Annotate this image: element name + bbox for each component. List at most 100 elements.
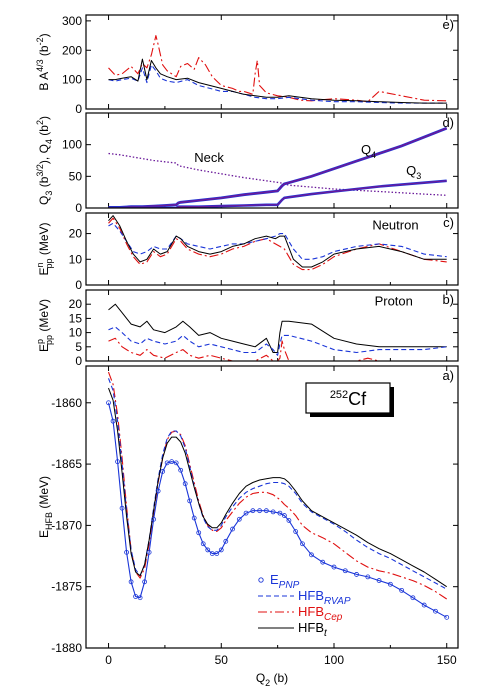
series-line-t [108,215,447,268]
y-axis-label: Enpp (MeV) [35,222,54,275]
y-axis-label: B A4/3 (b-2) [35,33,51,90]
x-axis: Q2 (b) [256,671,288,688]
series-line-rvap [108,222,447,260]
annotation: Q4 [361,142,376,160]
pnp-point [200,541,206,547]
series-line-cep [108,35,447,103]
pnp-point [209,551,215,556]
pnp-point [342,568,348,574]
series-line-rvap [108,64,447,104]
pnp-point [331,564,337,570]
pnp-point [354,572,359,577]
legend-label: HFBt [298,620,328,639]
series-line-q4 [108,127,447,208]
pnp-point [263,508,269,514]
pnp-point [230,526,235,532]
series-group [108,126,448,208]
series-line-q4-under [108,126,448,208]
panel-label: b) [442,292,454,307]
pnp-point [309,552,314,558]
series-group [108,215,447,271]
y-axis-label: Eppp (MeV) [35,299,54,352]
series-line-cep [108,217,447,271]
panel-label: d) [442,115,454,130]
series-line-t [108,58,447,104]
series-line-rvap [108,326,447,356]
pnp-point [300,541,305,547]
y-tick-label: 20 [69,297,83,311]
pnp-point [286,518,292,523]
pnp-point [421,602,427,608]
pnp-point [164,460,170,466]
pnp-point [133,594,139,599]
pnp-point [320,559,326,565]
panel-label: c) [443,215,454,230]
pnp-point [433,608,438,614]
legend-label: HFBCep [298,604,343,623]
x-tick-label: 100 [324,653,344,667]
panel-c: 0 10 20 c) Neutron Enpp (MeV) [35,212,459,292]
annotation: Neutron [372,218,418,233]
pnp-point [444,614,450,620]
series-group [108,35,447,104]
x-tick-label: 150 [437,653,457,667]
pnp-point [277,510,283,516]
pnp-point [281,513,287,518]
annotation: Neck [194,150,224,165]
pnp-point [387,581,393,587]
y-tick-label: 15 [69,311,83,325]
pnp-point [178,467,184,473]
series-group [106,371,450,620]
pnp-point [160,469,166,474]
series-line-pnp [107,402,447,618]
pnp-point [214,551,220,556]
annotation: Proton [375,294,413,309]
pnp-point [124,549,129,555]
y-tick-label: -1865 [51,457,82,471]
pnp-point [218,547,224,553]
y-tick-label: 100 [62,73,82,87]
series-line-q3 [108,180,447,208]
pnp-point [365,574,371,580]
x-tick-label: 0 [105,653,112,667]
series-line-neck [108,152,447,196]
pnp-point [119,505,125,511]
pnp-point [196,530,202,536]
panel-label: a) [442,368,454,383]
y-tick-label: 10 [69,252,83,266]
y-axis-label: EHFB (MeV) [37,476,54,538]
annotation: Q3 [406,163,421,181]
y-axis-label: Q3 (b3/2), Q4 (b2) [35,116,54,205]
y-tick-label: 0 [75,354,82,368]
y-tick-label: 20 [69,227,83,241]
legend-entry-t: HFBt [258,620,328,639]
x-axis-label: Q2 (b) [256,671,288,688]
y-tick-label: 0 [75,102,82,116]
panel-frame [85,289,459,362]
pnp-point [115,459,120,465]
series-line-cep [107,371,448,600]
pnp-point [155,488,161,494]
pnp-point [399,587,405,593]
legend-entry-pnp: EPNP [258,572,300,591]
panel-frame [85,14,459,110]
pnp-point [250,508,256,514]
y-tick-label: 10 [69,326,83,340]
y-tick-label: 50 [69,169,83,183]
pnp-point [182,481,188,487]
panel-a: -1880 -1875 -1870 -1865 -1860 a) EHFB (MeV) 252… [37,365,459,667]
pnp-point [376,578,382,583]
pnp-point [257,508,263,514]
panel-frame [85,365,459,649]
y-tick-label: -1860 [51,396,82,410]
pnp-point [173,460,179,466]
x-tick-label: 50 [215,653,229,667]
series-line-rvap [107,378,447,590]
nucleus-label: 252Cf [330,389,367,409]
pnp-point [223,538,229,544]
pnp-point [106,400,111,406]
panel-frame [85,212,459,286]
y-tick-label: -1875 [51,580,82,594]
